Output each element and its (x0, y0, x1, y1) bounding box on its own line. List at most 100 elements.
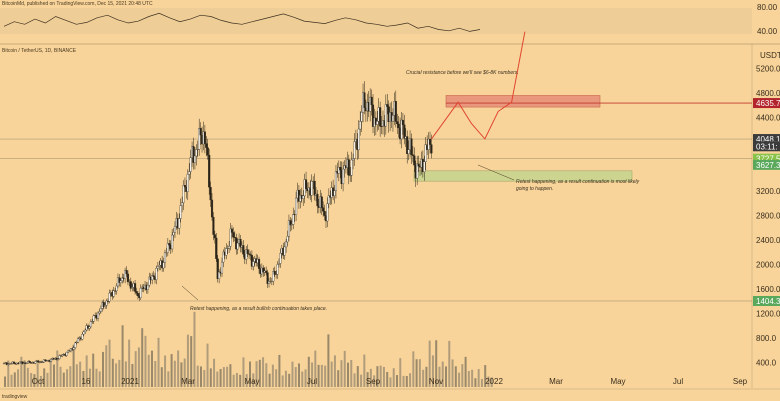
price-candle (242, 245, 245, 255)
price-candle (203, 131, 206, 144)
price-candle (168, 243, 171, 246)
price-candle (114, 290, 117, 292)
price-candle (230, 228, 234, 233)
price-candle (396, 121, 399, 125)
price-candle (28, 361, 31, 363)
price-candle (75, 341, 78, 344)
price-candle (81, 334, 84, 340)
volume-bar (105, 345, 108, 387)
volume-bar (36, 363, 39, 387)
volume-bar (124, 361, 127, 387)
price-candle (417, 163, 420, 167)
volume-bar (59, 366, 62, 387)
volume-bar (327, 334, 330, 387)
price-badge-label: 03:11: (756, 142, 778, 151)
price-candle (89, 321, 92, 327)
price-candle (220, 261, 224, 274)
y-tick-label: 2000.0 (756, 261, 780, 270)
price-candle (250, 255, 253, 267)
volume-bar (69, 366, 72, 387)
volume-bar (265, 363, 268, 387)
volume-bar (487, 376, 490, 387)
volume-bar (17, 369, 20, 387)
volume-bar (49, 359, 52, 387)
volume-bar (284, 370, 287, 387)
price-candle (215, 237, 218, 259)
volume-bar (190, 336, 193, 387)
price-candle (189, 157, 192, 172)
volume-bar (298, 363, 300, 387)
volume-bar (337, 370, 340, 387)
price-candle (267, 281, 271, 284)
price-candle (270, 280, 273, 282)
rsi-line (3, 12, 481, 32)
volume-bar (386, 371, 389, 387)
y-axis: 5200.0 4800.0 4400.0 3200.0 2800.0 2400.0 2000… (756, 65, 780, 368)
volume-bar (454, 366, 457, 387)
x-tick-label: Jul (673, 377, 683, 386)
price-candle (61, 354, 64, 357)
volume-bar (33, 374, 36, 387)
y-tick-label: 2400.0 (756, 236, 780, 245)
price-candle (34, 361, 37, 364)
price-candle (179, 205, 182, 219)
price-candle (386, 104, 389, 107)
volume-bar (275, 369, 278, 387)
volume-bar (4, 376, 6, 387)
volume-bar (412, 351, 415, 387)
price-candle (228, 246, 231, 249)
price-candle (151, 275, 154, 281)
price-candle (226, 248, 229, 249)
volume-bar (350, 359, 353, 387)
price-badge (753, 159, 780, 170)
price-candle (92, 315, 95, 322)
volume-bar (379, 365, 382, 387)
volume-bar (39, 375, 42, 387)
price-candle (49, 358, 53, 362)
footer-bar (0, 389, 780, 401)
volume-bar (147, 354, 150, 387)
price-candle (326, 203, 329, 222)
price-candle (232, 232, 235, 238)
price-candle (320, 196, 323, 208)
volume-bar (484, 365, 487, 387)
volume-bar (311, 362, 314, 387)
y-tick-label: 1200.0 (756, 310, 780, 319)
price-candle (182, 185, 185, 203)
volume-bar (98, 371, 101, 387)
y-tick-label: 4400.0 (756, 114, 780, 123)
price-candle (146, 284, 149, 291)
volume-bar (480, 378, 483, 387)
projection-line (430, 31, 526, 140)
price-candle (423, 161, 426, 173)
volume-bar (347, 362, 349, 387)
volume-bar (115, 363, 118, 387)
price-layer (2, 81, 433, 366)
volume-bar (415, 359, 418, 387)
symbol-line: Bitcoin / TetherUS, 1D, BINANCE (2, 48, 77, 54)
price-candle (279, 253, 282, 264)
price-candle (91, 321, 94, 323)
volume-bar (255, 361, 258, 387)
price-candle (188, 171, 191, 175)
price-candle (44, 359, 47, 361)
x-tick-label: Mar (549, 377, 563, 386)
price-candle (126, 273, 130, 283)
price-candle (18, 362, 21, 364)
volume-bar (458, 372, 461, 387)
volume-bar (291, 361, 294, 387)
price-candle (379, 107, 382, 127)
volume-bar (222, 367, 225, 387)
price-candle (156, 266, 159, 269)
volume-bar (324, 365, 327, 387)
volume-bar (141, 328, 144, 387)
price-candle (273, 271, 276, 275)
volume-bar (369, 368, 372, 387)
price-candle (173, 226, 177, 233)
price-candle (181, 202, 184, 206)
volume-bar (278, 354, 281, 387)
volume-bar (376, 366, 379, 387)
annotation-pointer (477, 164, 515, 181)
price-candle (370, 96, 373, 106)
